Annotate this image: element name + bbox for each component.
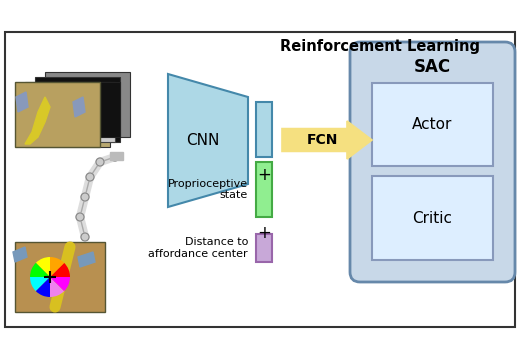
Polygon shape — [78, 252, 95, 267]
Polygon shape — [16, 92, 28, 112]
FancyBboxPatch shape — [45, 82, 120, 137]
FancyBboxPatch shape — [256, 162, 272, 217]
Circle shape — [111, 153, 119, 161]
Text: Distance to
affordance center: Distance to affordance center — [148, 237, 248, 259]
Polygon shape — [168, 74, 248, 207]
Polygon shape — [30, 92, 52, 137]
Text: Critic: Critic — [412, 211, 452, 226]
Text: FCN: FCN — [306, 133, 337, 147]
FancyBboxPatch shape — [45, 72, 130, 137]
FancyArrow shape — [282, 121, 372, 159]
Text: CNN: CNN — [186, 133, 219, 148]
FancyBboxPatch shape — [15, 82, 100, 147]
Text: +: + — [257, 166, 271, 184]
Circle shape — [76, 213, 84, 221]
FancyBboxPatch shape — [35, 77, 120, 142]
Wedge shape — [30, 277, 50, 291]
Text: Proprioceptive
state: Proprioceptive state — [168, 179, 248, 200]
Wedge shape — [36, 257, 50, 277]
Circle shape — [96, 158, 104, 166]
Wedge shape — [50, 277, 64, 297]
Circle shape — [81, 233, 89, 241]
Polygon shape — [13, 247, 27, 262]
FancyBboxPatch shape — [372, 83, 493, 166]
Wedge shape — [30, 263, 50, 277]
Polygon shape — [110, 152, 123, 160]
Polygon shape — [25, 97, 50, 144]
Text: +: + — [257, 224, 271, 242]
Wedge shape — [50, 257, 64, 277]
Wedge shape — [50, 263, 70, 277]
FancyBboxPatch shape — [5, 32, 515, 327]
FancyBboxPatch shape — [35, 82, 115, 142]
Wedge shape — [36, 277, 50, 297]
Circle shape — [81, 193, 89, 201]
Text: Actor: Actor — [412, 117, 453, 132]
Polygon shape — [73, 97, 85, 117]
FancyBboxPatch shape — [372, 176, 493, 260]
FancyBboxPatch shape — [350, 42, 515, 282]
Text: Reinforcement Learning: Reinforcement Learning — [280, 40, 480, 55]
FancyBboxPatch shape — [256, 234, 272, 262]
FancyBboxPatch shape — [256, 102, 272, 157]
Wedge shape — [50, 277, 70, 291]
FancyBboxPatch shape — [25, 82, 110, 147]
Circle shape — [86, 173, 94, 181]
FancyBboxPatch shape — [15, 242, 105, 312]
Text: SAC: SAC — [414, 58, 451, 76]
